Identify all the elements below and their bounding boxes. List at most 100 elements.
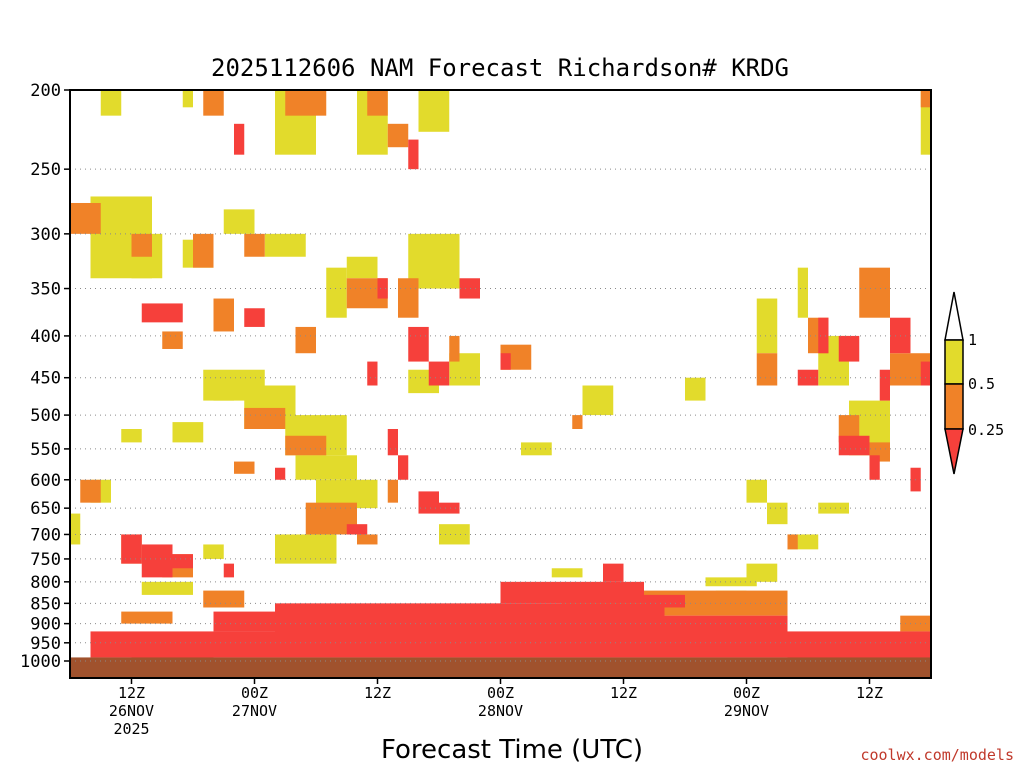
heatmap-cell-0.25-0.5	[295, 326, 316, 354]
heatmap-cell-0.25-0.5	[787, 534, 798, 550]
heatmap-cell-0.5-1	[818, 502, 849, 514]
heatmap-cell-lt0.25	[428, 361, 450, 386]
heatmap-cell-0.25-0.5	[131, 233, 152, 257]
heatmap-cell-0.25-0.5	[398, 278, 419, 318]
heatmap-cell-lt0.25	[879, 369, 890, 401]
y-tick-label: 950	[30, 634, 61, 654]
heatmap-cell-0.5-1	[100, 90, 122, 116]
x-tick-label: 26NOV	[109, 702, 154, 720]
y-tick-label: 650	[30, 499, 61, 519]
x-tick-label: 28NOV	[478, 702, 523, 720]
heatmap-cell-0.25-0.5	[726, 599, 767, 608]
y-tick-label: 350	[30, 280, 61, 300]
heatmap-cell-0.25-0.5	[193, 233, 214, 268]
y-tick-label: 550	[30, 440, 61, 460]
heatmap-cell-0.25-0.5	[121, 611, 173, 624]
heatmap-cell-0.25-0.5	[387, 479, 398, 503]
heatmap-cell-lt0.25	[121, 534, 142, 564]
heatmap-cell-lt0.25	[213, 611, 275, 632]
heatmap-cell-lt0.25	[275, 603, 665, 636]
heatmap-cell-lt0.25	[869, 455, 880, 480]
heatmap-cell-0.25-0.5	[285, 90, 327, 116]
heatmap-cell-lt0.25	[398, 455, 409, 480]
x-tick-label: 29NOV	[724, 702, 769, 720]
heatmap-cell-0.5-1	[203, 544, 224, 559]
heatmap-cell-0.5-1	[213, 377, 234, 401]
heatmap-cell-0.5-1	[521, 442, 552, 456]
heatmap-cell-0.25-0.5	[756, 353, 778, 386]
y-tick-label: 750	[30, 550, 61, 570]
x-tick-label: 00Z	[487, 684, 514, 702]
x-tick-label: 2025	[113, 720, 149, 738]
heatmap-cell-lt0.25	[377, 278, 388, 299]
y-tick-label: 800	[30, 573, 61, 593]
heatmap-cell-lt0.25	[500, 581, 644, 604]
credit-text: coolwx.com/models	[860, 746, 1014, 764]
y-tick-label: 600	[30, 471, 61, 491]
heatmap-cell-0.5-1	[295, 455, 357, 480]
heatmap-cell-lt0.25	[141, 303, 183, 323]
colorbar-gt1	[944, 291, 964, 341]
heatmap-cell-0.25-0.5	[449, 335, 460, 362]
colorbar-label-05: 0.5	[968, 375, 995, 393]
heatmap-cell-0.25-0.5	[203, 590, 245, 608]
heatmap-cell-0.25-0.5	[244, 233, 265, 257]
heatmap-cell-0.5-1	[746, 563, 778, 582]
heatmap-cell-lt0.25	[275, 467, 286, 480]
colorbar-label-1: 1	[968, 331, 977, 349]
y-tick-label: 300	[30, 225, 61, 245]
heatmap-cell-lt0.25	[787, 635, 931, 658]
heatmap-cell-0.5-1	[182, 90, 193, 108]
heatmap-cell-0.5-1	[920, 90, 931, 155]
heatmap-cell-0.5-1	[223, 209, 255, 234]
heatmap-cell-0.25-0.5	[213, 298, 234, 332]
heatmap-cell-0.25-0.5	[80, 479, 101, 503]
heatmap-cell-lt0.25	[172, 554, 193, 569]
y-tick-label: 850	[30, 594, 61, 614]
heatmap-cell-0.5-1	[121, 428, 142, 443]
grid-lines	[70, 168, 931, 662]
heatmap-cell-lt0.25	[223, 563, 234, 578]
heatmap-cell-lt0.25	[920, 361, 931, 386]
y-axis-ticks: 200 250 300 350 400 450 500 550 600 650 700 750 8008…	[20, 81, 70, 672]
heatmap-cell-0.25-0.5	[244, 407, 286, 429]
heatmap-cell-0.25-0.5	[285, 435, 327, 456]
heatmap-cell-lt0.25	[838, 435, 870, 456]
heatmap-cell-0.5-1	[746, 479, 767, 503]
heatmap-cell-0.5-1	[418, 90, 450, 132]
heatmap-cell-lt0.25	[459, 278, 480, 299]
heatmap-cell-0.5-1	[264, 233, 306, 257]
heatmap-cell-0.5-1	[326, 267, 347, 318]
heatmap-cell-0.5-1	[346, 256, 378, 279]
heatmap-cell-lt0.25	[367, 361, 378, 386]
heatmap-cell-0.25-0.5	[920, 90, 931, 108]
heatmap-cell-0.25-0.5	[387, 123, 409, 148]
heatmap-cell-0.25-0.5	[71, 202, 101, 234]
heatmap-cell-lt0.25	[244, 308, 265, 327]
y-tick-label: 700	[30, 525, 61, 545]
heatmap-cell-0.5-1	[756, 298, 778, 354]
x-tick-label: 00Z	[733, 684, 760, 702]
x-tick-label: 27NOV	[232, 702, 277, 720]
x-tick-label: 12Z	[610, 684, 637, 702]
heatmap-cell-lt0.25	[131, 635, 214, 658]
heatmap-cell-0.5-1	[141, 581, 193, 595]
colorbar-mid-low	[944, 383, 964, 430]
heatmap-cell-lt0.25	[797, 369, 819, 386]
x-tick-label: 00Z	[241, 684, 268, 702]
ground-fill	[70, 657, 931, 678]
heatmap-cell-0.25-0.5	[357, 534, 378, 545]
heatmap-cell-0.25-0.5	[367, 90, 388, 116]
heatmap-cell-0.5-1	[685, 377, 706, 401]
heatmap-cell-0.25-0.5	[234, 461, 255, 474]
colorbar-mid-high	[944, 339, 964, 385]
heatmap-cell-lt0.25	[644, 594, 685, 608]
heatmap-cell-lt0.25	[387, 428, 398, 456]
colorbar: 1 0.5 0.25	[944, 291, 1004, 475]
y-tick-label: 400	[30, 327, 61, 347]
heatmap-cell-lt0.25	[346, 524, 368, 535]
heatmap-cell-0.5-1	[767, 502, 788, 525]
heatmap-cell-lt0.25	[439, 502, 460, 514]
heatmap-cell-lt0.25	[418, 491, 439, 514]
x-tick-label: 12Z	[364, 684, 391, 702]
